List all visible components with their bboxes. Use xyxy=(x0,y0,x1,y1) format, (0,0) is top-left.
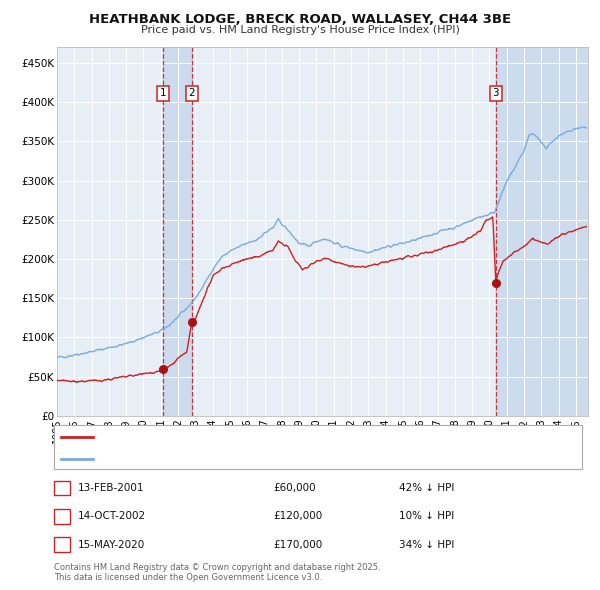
Text: HEATHBANK LODGE, BRECK ROAD, WALLASEY, CH44 3BE: HEATHBANK LODGE, BRECK ROAD, WALLASEY, C… xyxy=(89,13,511,26)
Text: 42% ↓ HPI: 42% ↓ HPI xyxy=(399,483,454,493)
Text: HEATHBANK LODGE, BRECK ROAD, WALLASEY, CH44 3BE (detached house): HEATHBANK LODGE, BRECK ROAD, WALLASEY, C… xyxy=(97,432,454,442)
Text: £170,000: £170,000 xyxy=(273,540,322,549)
Text: 10% ↓ HPI: 10% ↓ HPI xyxy=(399,512,454,521)
Text: 2: 2 xyxy=(188,88,195,99)
Text: 2: 2 xyxy=(58,512,65,521)
Bar xyxy=(496,47,588,416)
Text: 1: 1 xyxy=(160,88,166,99)
Text: Price paid vs. HM Land Registry's House Price Index (HPI): Price paid vs. HM Land Registry's House … xyxy=(140,25,460,35)
Text: 15-MAY-2020: 15-MAY-2020 xyxy=(78,540,145,549)
Text: HPI: Average price, detached house, Wirral: HPI: Average price, detached house, Wirr… xyxy=(97,455,301,464)
Bar xyxy=(163,47,192,416)
Text: £120,000: £120,000 xyxy=(273,512,322,521)
Text: 34% ↓ HPI: 34% ↓ HPI xyxy=(399,540,454,549)
Text: 3: 3 xyxy=(493,88,499,99)
Text: £60,000: £60,000 xyxy=(273,483,316,493)
Text: 13-FEB-2001: 13-FEB-2001 xyxy=(78,483,145,493)
Text: 1: 1 xyxy=(58,483,65,493)
Text: Contains HM Land Registry data © Crown copyright and database right 2025.
This d: Contains HM Land Registry data © Crown c… xyxy=(54,563,380,582)
Text: 14-OCT-2002: 14-OCT-2002 xyxy=(78,512,146,521)
Text: 3: 3 xyxy=(58,540,65,549)
